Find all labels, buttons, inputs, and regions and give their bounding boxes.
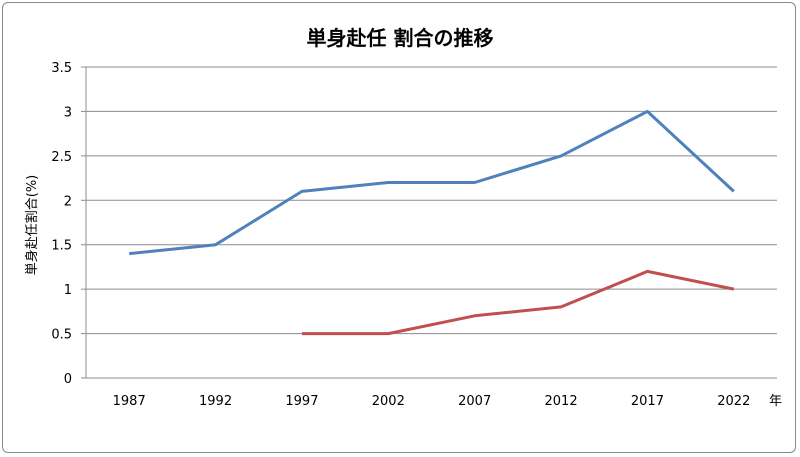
y-tick-label: 2 (64, 194, 72, 209)
series-line-1 (129, 109, 735, 256)
series-line-2 (301, 269, 735, 336)
x-tick-labels: 1987 1992 1997 2002 2007 2012 2017 2022 (113, 394, 751, 409)
x-axis-label: 年 (769, 394, 782, 409)
x-tick-label: 2022 (717, 394, 750, 409)
x-tick-label: 2017 (631, 394, 664, 409)
y-axis-label: 単身赴任割合(%) (24, 175, 40, 276)
x-tick-label: 1992 (199, 394, 232, 409)
x-tick-label: 2012 (545, 394, 578, 409)
y-tick-label: 0 (64, 372, 72, 387)
y-tick-label: 1 (64, 283, 72, 298)
x-tick-label: 2002 (372, 394, 405, 409)
x-tick-label: 2007 (458, 394, 491, 409)
chart-title: 単身赴任 割合の推移 (307, 26, 494, 50)
series-lines (129, 109, 735, 336)
y-tick-label: 0.5 (51, 328, 72, 343)
y-tick-labels: 0 0.5 1 1.5 2 2.5 3 3.5 (51, 61, 72, 387)
y-tick-label: 3 (64, 105, 72, 120)
y-tick-label: 2.5 (51, 150, 72, 165)
x-tick-label: 1987 (113, 394, 146, 409)
axes (85, 67, 777, 379)
y-tick-label: 3.5 (51, 61, 72, 76)
y-tick-label: 1.5 (51, 239, 72, 254)
gridlines (81, 66, 777, 379)
x-tick-label: 1997 (285, 394, 318, 409)
